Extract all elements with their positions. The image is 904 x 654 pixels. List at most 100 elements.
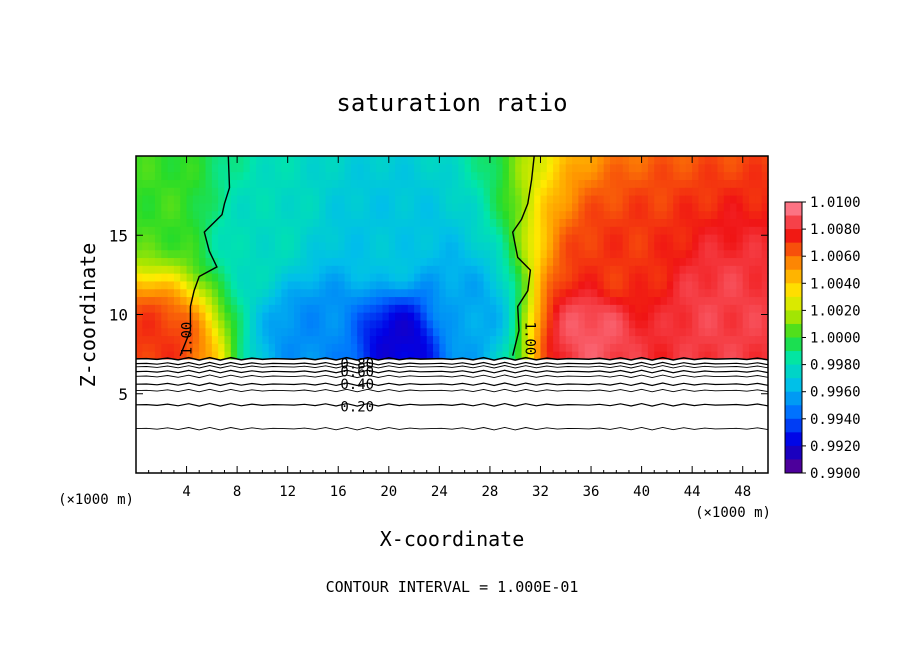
contour-line-1.00-right [511,155,535,356]
heatmap-cell [180,296,188,305]
heatmap-cell [382,210,390,220]
heatmap-cell [515,187,523,196]
heatmap-cell [287,327,295,337]
heatmap-cell [565,218,573,227]
heatmap-cell [622,171,630,181]
heatmap-cell [565,156,573,165]
heatmap-cell [698,343,706,352]
heatmap-cell [685,226,693,235]
subcloud-contour-line [135,388,769,393]
heatmap-cell [742,335,750,344]
heatmap-cell [433,156,440,165]
heatmap-cell [635,202,643,212]
heatmap-cell [256,312,263,321]
heatmap-cell [167,156,175,165]
heatmap-cell [635,319,643,329]
heatmap-cell [679,335,687,344]
heatmap-cell [173,179,181,188]
heatmap-cell [331,234,339,243]
heatmap-cell [666,202,674,212]
heatmap-cell [628,179,636,188]
heatmap-cell [666,273,674,282]
heatmap-cell [717,312,725,321]
heatmap-cell [382,202,390,212]
heatmap-cell [249,280,257,290]
heatmap-cell [154,156,162,165]
heatmap-cell [458,179,466,188]
heatmap-cell [546,234,554,243]
heatmap-cell [249,257,257,266]
heatmap-cell [249,156,257,165]
heatmap-cell [508,312,516,321]
heatmap-cell [572,163,579,173]
heatmap-cell [154,195,162,204]
heatmap-cell [458,273,466,282]
heatmap-cell [357,280,365,290]
heatmap-cell [211,273,219,282]
heatmap-cell [256,280,263,290]
heatmap-cell [287,187,295,196]
heatmap-cell [388,179,396,188]
heatmap-cell [458,234,466,243]
heatmap-cell [452,335,459,344]
heatmap-cell [502,195,510,204]
heatmap-cell [382,218,390,227]
heatmap-cell [154,280,162,290]
heatmap-cell [578,265,586,274]
heatmap-cell [382,195,390,204]
heatmap-cell [312,288,320,298]
heatmap-cell [654,319,662,329]
heatmap-cell [540,288,548,298]
heatmap-cell [407,327,415,337]
heatmap-cell [192,319,200,329]
heatmap-cell [679,218,687,227]
heatmap-cell [243,343,251,352]
heatmap-cell [698,202,706,212]
heatmap-cell [445,319,453,329]
heatmap-cell [622,179,630,188]
heatmap-cell [717,343,725,352]
heatmap-cell [173,226,181,235]
heatmap-cell [698,156,706,165]
heatmap-cell [237,179,245,188]
heatmap-cell [445,171,453,181]
heatmap-cell [224,163,232,173]
heatmap-cell [489,241,497,251]
heatmap-cell [641,179,649,188]
heatmap-cell [319,202,327,212]
heatmap-cell [167,280,175,290]
heatmap-cell [306,343,314,352]
heatmap-cell [508,257,516,266]
heatmap-cell [173,249,181,259]
heatmap-cell [294,163,301,173]
heatmap-cell [489,296,497,305]
heatmap-cell [458,163,466,173]
heatmap-cell [635,335,643,344]
heatmap-cell [540,257,548,266]
heatmap-cell [717,171,725,181]
heatmap-cell [205,257,213,266]
heatmap-cell [142,210,150,220]
heatmap-cell [180,280,188,290]
heatmap-cell [628,273,636,282]
heatmap-cell [414,335,421,344]
heatmap-cell [142,351,150,360]
heatmap-cell [275,335,282,344]
heatmap-cell [300,351,308,360]
heatmap-cell [414,179,421,188]
heatmap-cell [616,187,624,196]
heatmap-cell [325,343,333,352]
heatmap-cell [306,163,314,173]
heatmap-cell [136,187,143,196]
heatmap-cell [660,312,668,321]
heatmap-cell [603,280,611,290]
heatmap-cell [401,187,409,196]
heatmap-cell [515,288,523,298]
heatmap-cell [489,319,497,329]
heatmap-cell [553,218,561,227]
heatmap-cell [616,249,624,259]
heatmap-cell [553,265,561,274]
heatmap-cell [527,288,535,298]
heatmap-cell [673,265,681,274]
